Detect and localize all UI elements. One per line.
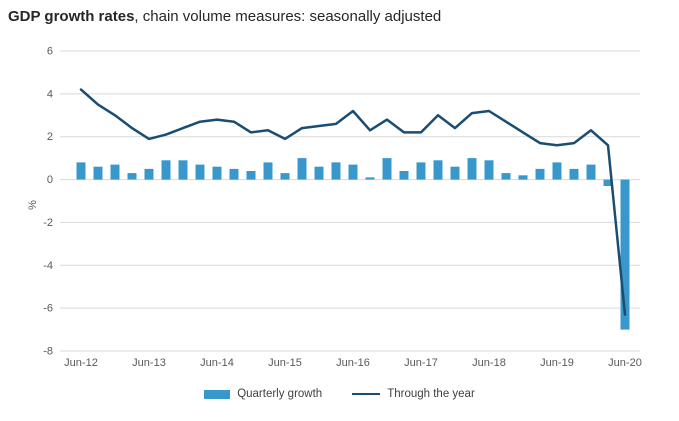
x-tick-label: Jun-16	[336, 357, 370, 369]
quarterly-growth-bar	[620, 179, 630, 330]
quarterly-growth-bar	[212, 166, 222, 180]
quarterly-growth-bar	[280, 173, 290, 180]
y-tick-label: -8	[43, 346, 53, 358]
through-the-year-line	[79, 88, 627, 316]
quarterly-growth-bar	[93, 166, 103, 180]
x-tick-label: Jun-17	[404, 357, 438, 369]
quarterly-growth-bar	[467, 158, 477, 180]
x-tick-label: Jun-14	[200, 357, 234, 369]
quarterly-growth-bar	[246, 171, 256, 180]
quarterly-growth-bar	[76, 162, 86, 180]
quarterly-growth-bar	[484, 160, 494, 180]
quarterly-growth-bar	[127, 173, 137, 180]
quarterly-growth-bar	[178, 160, 188, 180]
quarterly-growth-bar	[229, 168, 239, 180]
chart-title: GDP growth rates, chain volume measures:…	[8, 8, 441, 25]
quarterly-growth-bar	[552, 162, 562, 180]
quarterly-growth-bar	[144, 168, 154, 180]
quarterly-growth-bar	[331, 162, 341, 180]
chart-title-subtitle: , chain volume measures: seasonally adju…	[134, 8, 442, 25]
quarterly-growth-bar	[263, 162, 273, 180]
quarterly-growth-bar	[195, 164, 205, 180]
quarterly-growth-bar	[365, 177, 375, 180]
y-tick-label: -2	[43, 217, 53, 229]
x-tick-label: Jun-13	[132, 357, 166, 369]
quarterly-growth-bar	[535, 168, 545, 180]
through-the-year-swatch-icon	[352, 392, 381, 396]
quarterly-growth-swatch-icon	[204, 389, 231, 399]
y-tick-label: -6	[43, 303, 53, 315]
x-tick-label: Jun-15	[268, 357, 302, 369]
quarterly-growth-bar	[501, 173, 511, 180]
x-tick-label: Jun-19	[540, 357, 574, 369]
quarterly-growth-bar	[382, 158, 392, 180]
quarterly-growth-bar	[161, 160, 171, 180]
quarterly-growth-bar	[586, 164, 596, 180]
quarterly-growth-bar	[348, 164, 358, 180]
y-axis-unit-label: %	[27, 200, 39, 210]
x-tick-label: Jun-20	[608, 357, 642, 369]
quarterly-growth-bar	[433, 160, 443, 180]
y-tick-label: -4	[43, 260, 53, 272]
quarterly-growth-bar	[297, 158, 307, 180]
quarterly-growth-bar	[518, 175, 528, 180]
y-tick-label: 4	[47, 88, 53, 100]
quarterly-growth-bar	[399, 171, 409, 180]
legend-item-through-the-year: Through the year	[352, 388, 475, 400]
legend-label-through-the-year: Through the year	[387, 388, 475, 400]
quarterly-growth-bar	[603, 179, 613, 186]
y-tick-label: 2	[47, 131, 53, 143]
quarterly-growth-bar	[110, 164, 120, 180]
quarterly-growth-bar	[450, 166, 460, 180]
x-tick-label: Jun-18	[472, 357, 506, 369]
chart-title-main: GDP growth rates	[8, 8, 135, 25]
chart-legend: Quarterly growth Through the year	[0, 388, 679, 400]
legend-item-quarterly-growth: Quarterly growth	[204, 388, 322, 400]
x-tick-label: Jun-12	[64, 357, 98, 369]
y-tick-label: 0	[47, 174, 53, 186]
y-tick-label: 6	[47, 46, 53, 58]
quarterly-growth-bar	[314, 166, 324, 180]
quarterly-growth-bar	[416, 162, 426, 180]
legend-label-quarterly-growth: Quarterly growth	[237, 388, 323, 400]
chart-canvas: 6 4 2 0 -2 -4 -6 -8% Jun-12 Jun-13 Jun-14 Jun-15 Jun…	[27, 46, 642, 370]
quarterly-growth-bar	[569, 168, 579, 180]
